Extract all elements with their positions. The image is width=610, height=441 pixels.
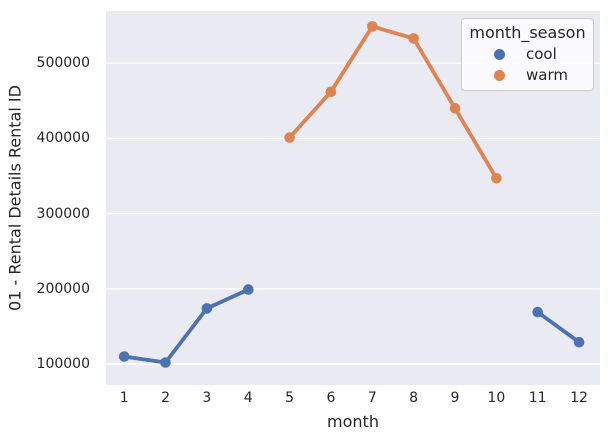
y-axis-label: 01 - Rental Details Rental ID (5, 85, 25, 311)
y-tick-label: 300000 (36, 205, 90, 222)
line-chart (106, 21, 600, 368)
series-line-warm (287, 24, 499, 181)
data-point-cool (573, 336, 585, 348)
x-tick-label: 12 (570, 390, 588, 406)
data-point-cool (118, 351, 130, 362)
legend-label: cool (526, 45, 557, 63)
x-tick-label: 8 (409, 390, 419, 406)
legend-marker-warm (494, 70, 505, 81)
x-tick-label: 7 (367, 390, 377, 406)
legend: month_season cool warm (461, 18, 594, 91)
x-tick-label: 2 (161, 390, 170, 406)
x-tick-label: 5 (285, 390, 295, 406)
legend-title: month_season (469, 23, 586, 42)
data-point-cool (201, 303, 213, 314)
data-point-cool (532, 306, 543, 318)
data-point-warm (325, 86, 337, 98)
x-tick-label: 4 (243, 390, 253, 406)
y-tick-label: 500000 (36, 55, 90, 72)
data-point-warm (284, 132, 295, 143)
data-point-cool (243, 284, 254, 295)
legend-row: warm (466, 65, 589, 86)
y-tick-label: 400000 (36, 130, 90, 147)
series-line-cool (535, 310, 582, 345)
y-tick-label: 200000 (36, 280, 90, 297)
x-tick-label: 9 (450, 390, 460, 406)
x-tick-label: 3 (202, 390, 212, 406)
legend-row: cool (466, 44, 589, 65)
data-point-warm (367, 21, 378, 32)
series-line-cool (122, 287, 251, 365)
legend-marker-cool (494, 49, 505, 60)
data-point-cool (160, 357, 171, 368)
x-axis-label: month (327, 412, 379, 431)
x-tick-label: 11 (528, 390, 547, 406)
x-tick-label: 6 (326, 390, 336, 406)
y-tick-label: 100000 (36, 356, 90, 372)
legend-entries: cool warm (466, 44, 589, 86)
data-point-warm (491, 173, 502, 184)
x-tick-label: 10 (487, 390, 506, 406)
legend-label: warm (526, 66, 568, 84)
data-point-warm (449, 103, 461, 114)
data-point-warm (408, 33, 419, 44)
x-tick-label: 1 (119, 390, 129, 406)
